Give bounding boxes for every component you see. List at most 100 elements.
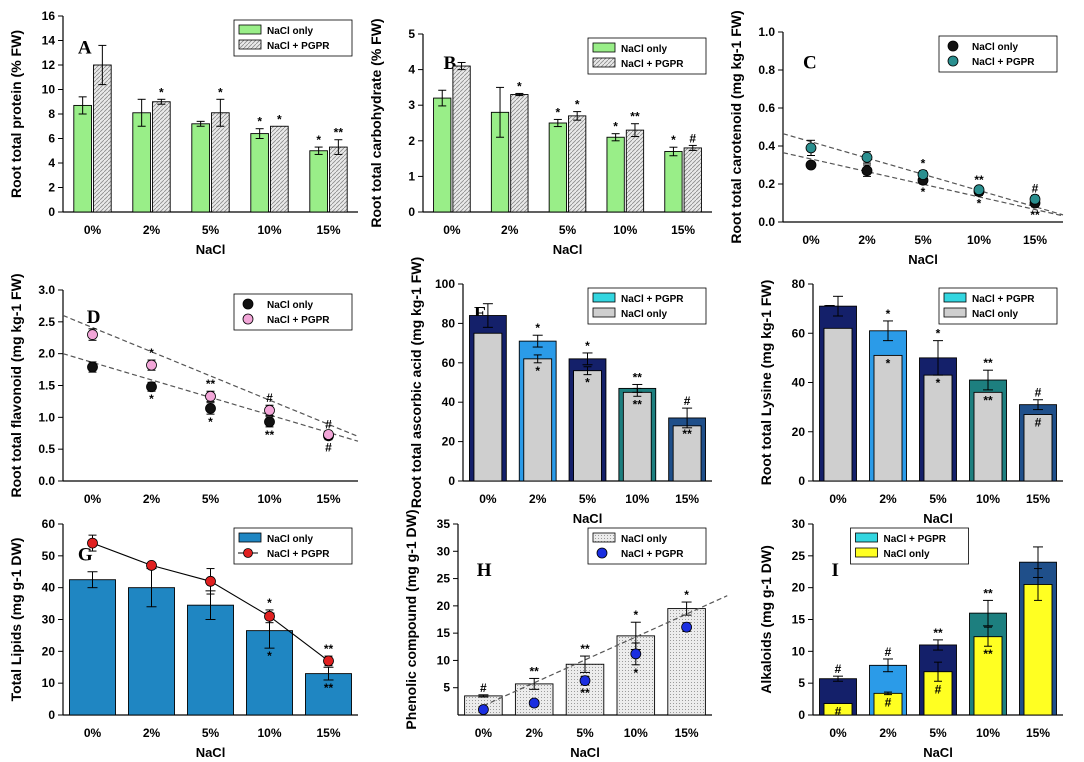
y-tick-label: 5	[798, 676, 805, 690]
y-tick-label: 2	[408, 134, 415, 148]
data-point-nacl-pgpr	[87, 329, 98, 340]
bar-nacl-only	[473, 332, 503, 482]
legend-swatch	[238, 532, 262, 543]
significance-mark: **	[682, 427, 692, 441]
significance-mark: **	[633, 397, 643, 411]
x-tick-label: 0%	[84, 223, 102, 237]
x-tick-label: 2%	[143, 223, 161, 237]
y-tick-label: 3	[408, 98, 415, 112]
data-point-nacl-pgpr	[917, 169, 929, 180]
y-tick-label: 1.5	[38, 379, 55, 393]
x-tick-label: 0%	[84, 726, 102, 740]
significance-mark: #	[885, 696, 892, 710]
significance-mark: **	[324, 642, 334, 656]
legend-label: NaCl + PGPR	[884, 534, 947, 545]
legend-swatch	[592, 532, 616, 543]
significance-mark: *	[267, 596, 272, 610]
x-tick-label: 15%	[316, 726, 340, 740]
significance-mark: **	[265, 428, 275, 442]
bar-nacl-only	[73, 104, 92, 213]
data-point-nacl-pgpr	[264, 404, 275, 416]
legend-label: NaCl + PGPR	[621, 59, 684, 70]
data-point-nacl-pgpr	[264, 610, 275, 622]
y-axis-title: Root total flavonoid (mg kg-1 FW)	[8, 274, 24, 498]
y-tick-label: 6	[48, 132, 55, 146]
y-tick-label: 0	[48, 205, 55, 219]
legend: NaCl + PGPR NaCl only	[587, 287, 707, 325]
panel-letter: C	[803, 53, 817, 74]
y-tick-label: 3.0	[38, 283, 55, 297]
bar-nacl-only	[973, 636, 1003, 716]
y-tick-label: 10	[42, 676, 56, 690]
x-tick-label: 0%	[84, 492, 102, 506]
x-tick-label: 15%	[316, 223, 340, 237]
significance-mark: **	[983, 647, 993, 661]
y-tick-label: 40	[442, 395, 456, 409]
data-point-nacl-only	[861, 165, 873, 177]
x-axis-title: NaCl	[570, 745, 600, 760]
data-point-nacl-pgpr	[87, 537, 98, 549]
significance-mark: #	[684, 394, 691, 408]
significance-mark: #	[835, 705, 842, 719]
x-axis-title: NaCl	[923, 511, 953, 526]
significance-mark: *	[316, 133, 321, 147]
significance-mark: #	[1035, 386, 1042, 400]
y-tick-label: 60	[42, 517, 56, 531]
data-point-nacl-pgpr	[146, 559, 157, 571]
chart-panel-a: 0 2 4 6 8 10 12 14 16 0% 2% 5% 10% 15% NaCl Root total …	[8, 9, 358, 257]
bar-nacl-only	[664, 151, 683, 213]
legend-label: NaCl only	[884, 549, 931, 560]
y-axis-title: Root total protein (% FW)	[8, 30, 24, 198]
data-point-nacl-pgpr	[861, 151, 873, 163]
bar-nacl-only	[573, 370, 602, 482]
data-point-nacl-only	[264, 416, 275, 428]
significance-mark: #	[266, 391, 273, 405]
legend-symbol	[242, 313, 254, 325]
y-tick-label: 16	[42, 9, 56, 23]
x-tick-label: 10%	[624, 726, 648, 740]
x-axis-title: NaCl	[908, 252, 938, 267]
legend: NaCl only NaCl + PGPR	[233, 19, 353, 57]
y-tick-label: 0	[48, 708, 55, 722]
legend-label: NaCl only	[621, 44, 668, 55]
y-tick-label: 2.0	[38, 347, 55, 361]
significance-mark: *	[535, 364, 540, 378]
legend-swatch	[855, 532, 878, 543]
data-point-nacl-pgpr	[630, 648, 642, 660]
x-tick-label: 10%	[976, 726, 1000, 740]
y-tick-label: 30	[42, 613, 56, 627]
bar-nacl-only	[250, 133, 269, 213]
legend-swatch	[238, 39, 262, 50]
y-tick-label: 10	[437, 653, 451, 667]
panel-letter: A	[78, 37, 92, 58]
panel-letter: H	[477, 560, 492, 581]
significance-mark: *	[684, 588, 689, 602]
bar-nacl-only	[973, 391, 1003, 482]
y-axis-title: Root total ascorbic acid (mg kg-1 FW)	[408, 257, 424, 508]
significance-mark: *	[886, 307, 891, 321]
significance-mark: *	[218, 85, 223, 99]
y-tick-label: 35	[437, 517, 451, 531]
y-tick-label: 50	[42, 549, 56, 563]
significance-mark: *	[535, 321, 540, 335]
significance-mark: *	[267, 649, 272, 663]
significance-mark: **	[630, 110, 640, 124]
y-tick-label: 80	[442, 316, 456, 330]
significance-mark: *	[633, 608, 638, 622]
legend-swatch	[943, 307, 967, 318]
data-point-nacl-pgpr	[323, 655, 334, 667]
significance-mark: *	[921, 185, 926, 199]
x-tick-label: 10%	[967, 233, 991, 247]
bar-nacl-pgpr	[625, 129, 645, 213]
x-tick-label: 2%	[879, 492, 897, 506]
legend-label: NaCl + PGPR	[267, 315, 330, 326]
y-tick-label: 60	[792, 326, 806, 340]
y-tick-label: 4	[48, 156, 55, 170]
significance-mark: *	[555, 105, 560, 119]
y-tick-label: 25	[437, 572, 451, 586]
x-tick-label: 15%	[1026, 726, 1050, 740]
y-axis-title: Phenolic compound (mg g-1 DW)	[403, 509, 419, 729]
y-tick-label: 30	[792, 517, 806, 531]
bar-nacl-pgpr	[568, 115, 587, 213]
x-axis-title: NaCl	[923, 745, 953, 760]
